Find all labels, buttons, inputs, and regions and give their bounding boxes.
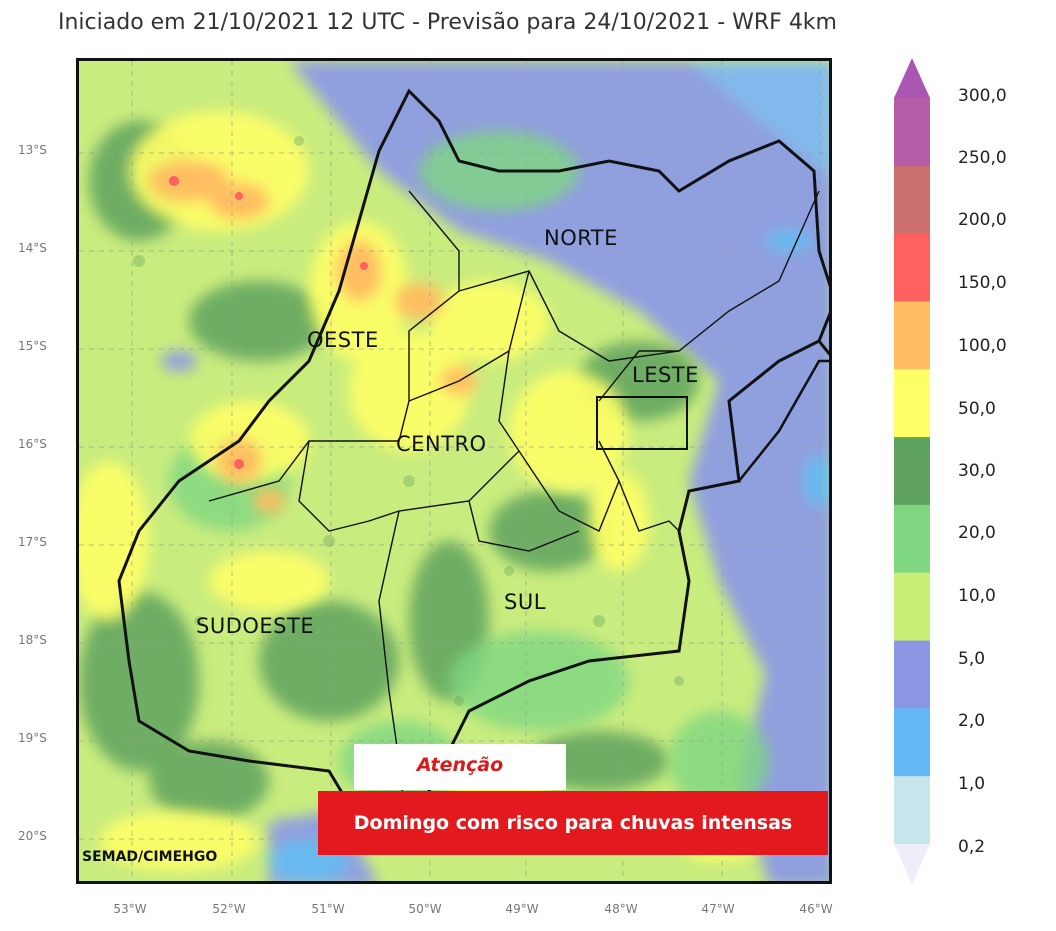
lat-label: 19°S [18, 731, 47, 745]
legend-swatch [894, 58, 930, 98]
legend-swatch [894, 708, 930, 777]
region-label-sul: SUL [504, 590, 546, 614]
credit-text: SEMAD/CIMEHGO [82, 849, 218, 865]
lon-label: 52°W [212, 902, 246, 916]
lat-label: 15°S [18, 339, 47, 353]
lon-label: 47°W [701, 902, 735, 916]
lon-label: 50°W [408, 902, 442, 916]
legend-label: 250,0 [958, 148, 1007, 168]
legend-label: 300,0 [958, 86, 1007, 106]
state-border [117, 88, 829, 854]
region-label-leste: LESTE [632, 363, 699, 387]
lon-label: 46°W [799, 902, 833, 916]
legend-label: 0,2 [958, 837, 986, 857]
lat-label: 20°S [18, 829, 47, 843]
lat-label: 14°S [18, 241, 47, 255]
legend-label: 100,0 [958, 336, 1007, 356]
lat-label: 16°S [18, 437, 47, 451]
lat-label: 18°S [18, 633, 47, 647]
lat-label: 13°S [18, 143, 47, 157]
lon-label: 49°W [505, 902, 539, 916]
legend-swatch [894, 572, 930, 642]
legend-swatch [894, 233, 930, 302]
legend-label: 200,0 [958, 210, 1007, 230]
color-legend [894, 58, 930, 884]
legend-label: 5,0 [958, 649, 986, 669]
legend-swatch [894, 640, 930, 709]
logo-mark [980, 0, 1056, 6]
lon-label: 48°W [604, 902, 638, 916]
map-title: Iniciado em 21/10/2021 12 UTC - Previsão… [58, 10, 837, 35]
legend-swatch [894, 165, 930, 235]
legend-swatch [894, 844, 930, 884]
region-label-norte: NORTE [544, 226, 618, 250]
legend-swatch [894, 301, 930, 370]
legend-swatch [894, 776, 930, 845]
legend-swatch [894, 437, 930, 506]
alert-banner: Domingo com risco para chuvas intensas [318, 791, 828, 855]
legend-label: 1,0 [958, 774, 986, 794]
lat-label: 17°S [18, 535, 47, 549]
region-label-oeste: OESTE [307, 328, 379, 352]
legend-label: 30,0 [958, 461, 996, 481]
lon-label: 51°W [311, 902, 345, 916]
attention-text: Atenção [416, 754, 504, 776]
legend-swatch [894, 369, 930, 438]
legend-label: 50,0 [958, 399, 996, 419]
lon-label: 53°W [113, 902, 147, 916]
legend-swatch [894, 504, 930, 574]
legend-label: 2,0 [958, 711, 986, 731]
legend-label: 10,0 [958, 586, 996, 606]
attention-box: Atenção [354, 744, 566, 790]
region-label-sudoeste: SUDOESTE [196, 614, 315, 638]
legend-label: 150,0 [958, 273, 1007, 293]
legend-label: 20,0 [958, 523, 996, 543]
legend-swatch [894, 98, 930, 167]
alert-text: Domingo com risco para chuvas intensas [353, 812, 793, 834]
region-label-centro: CENTRO [396, 432, 487, 456]
